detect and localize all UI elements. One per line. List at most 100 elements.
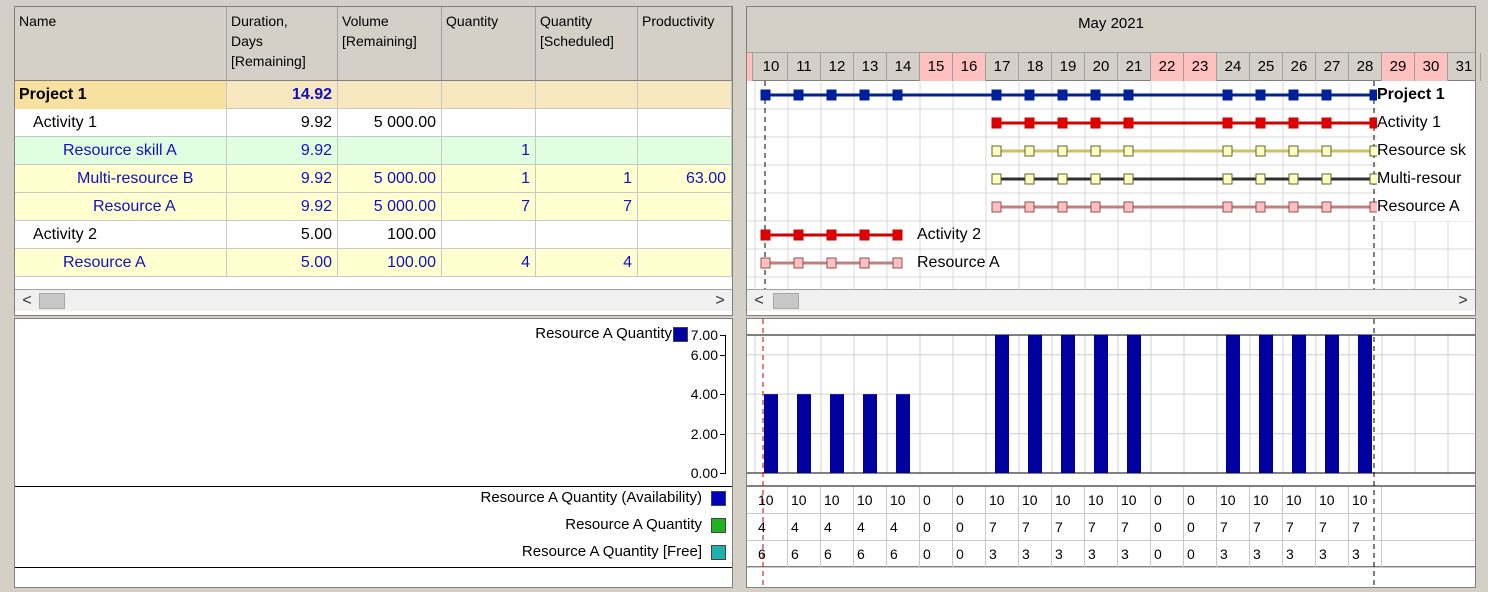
cell-name[interactable]: Activity 2 bbox=[15, 221, 227, 249]
cell-duration[interactable]: 9.92 bbox=[227, 165, 338, 193]
cell-name[interactable]: Resource A bbox=[15, 193, 227, 221]
cell-scheduled[interactable]: 7 bbox=[536, 193, 638, 221]
cell-scheduled[interactable]: 4 bbox=[536, 249, 638, 277]
horizontal-scrollbar[interactable]: < > bbox=[15, 289, 732, 311]
cell-quantity[interactable]: 1 bbox=[442, 137, 536, 165]
table-row[interactable]: Resource skill A 9.92 1 bbox=[15, 137, 732, 165]
day-cell[interactable]: 22 bbox=[1151, 53, 1184, 81]
gantt-marker bbox=[1090, 145, 1101, 157]
col-header-duration[interactable]: Duration, Days [Remaining] bbox=[227, 7, 338, 81]
value-row-label: Resource A Quantity [Free] bbox=[521, 543, 702, 560]
table-row[interactable]: Resource A 9.92 5 000.00 7 7 bbox=[15, 193, 732, 221]
cell-productivity[interactable] bbox=[638, 249, 732, 277]
cell-volume[interactable]: 5 000.00 bbox=[338, 193, 442, 221]
day-cell[interactable]: 13 bbox=[854, 53, 887, 81]
table-row[interactable]: Project 1 14.92 bbox=[15, 81, 732, 109]
gantt-marker bbox=[1024, 173, 1035, 185]
day-cell[interactable]: 26 bbox=[1283, 53, 1316, 81]
cell-name[interactable]: Resource skill A bbox=[15, 137, 227, 165]
cell-quantity[interactable] bbox=[442, 81, 536, 109]
cell-volume[interactable] bbox=[338, 137, 442, 165]
value-cell: 10 bbox=[1283, 487, 1316, 513]
day-cell[interactable]: 15 bbox=[920, 53, 953, 81]
cell-productivity[interactable] bbox=[638, 193, 732, 221]
table-row[interactable]: Activity 1 9.92 5 000.00 bbox=[15, 109, 732, 137]
cell-productivity[interactable] bbox=[638, 137, 732, 165]
day-cell[interactable]: 19 bbox=[1052, 53, 1085, 81]
scroll-left-arrow[interactable]: < bbox=[754, 292, 764, 309]
day-cell[interactable]: 30 bbox=[1415, 53, 1448, 81]
day-cell[interactable]: 29 bbox=[1382, 53, 1415, 81]
day-cell[interactable]: 20 bbox=[1085, 53, 1118, 81]
table-row[interactable]: Activity 2 5.00 100.00 bbox=[15, 221, 732, 249]
day-cell[interactable]: 27 bbox=[1316, 53, 1349, 81]
cell-productivity[interactable] bbox=[638, 81, 732, 109]
cell-duration[interactable]: 9.92 bbox=[227, 137, 338, 165]
cell-quantity[interactable]: 4 bbox=[442, 249, 536, 277]
col-header-scheduled[interactable]: Quantity [Scheduled] bbox=[536, 7, 638, 81]
value-cell: 3 bbox=[986, 541, 1019, 567]
gantt-bars[interactable] bbox=[747, 81, 1475, 289]
gantt-marker bbox=[1255, 173, 1266, 185]
scroll-thumb[interactable] bbox=[773, 293, 799, 309]
cell-duration[interactable]: 9.92 bbox=[227, 109, 338, 137]
cell-scheduled[interactable] bbox=[536, 137, 638, 165]
cell-name[interactable]: Activity 1 bbox=[15, 109, 227, 137]
day-cell[interactable]: 12 bbox=[821, 53, 854, 81]
day-cell[interactable]: 21 bbox=[1118, 53, 1151, 81]
table-row[interactable]: Multi-resource B 9.92 5 000.00 1 1 63.00 bbox=[15, 165, 732, 193]
col-header-volume[interactable]: Volume [Remaining] bbox=[338, 7, 442, 81]
day-cell[interactable]: 18 bbox=[1019, 53, 1052, 81]
cell-quantity[interactable] bbox=[442, 109, 536, 137]
histogram-bar bbox=[1325, 335, 1339, 473]
cell-scheduled[interactable]: 1 bbox=[536, 165, 638, 193]
cell-productivity[interactable] bbox=[638, 109, 732, 137]
col-header-quantity[interactable]: Quantity bbox=[442, 7, 536, 81]
cell-volume[interactable] bbox=[338, 81, 442, 109]
histogram-bar bbox=[1226, 335, 1240, 473]
cell-volume[interactable]: 100.00 bbox=[338, 249, 442, 277]
col-header-productivity[interactable]: Productivity bbox=[638, 7, 732, 81]
day-cell[interactable]: 11 bbox=[788, 53, 821, 81]
cell-quantity[interactable]: 1 bbox=[442, 165, 536, 193]
day-cell[interactable]: 25 bbox=[1250, 53, 1283, 81]
scroll-left-arrow[interactable]: < bbox=[22, 292, 32, 309]
cell-name[interactable]: Multi-resource B bbox=[15, 165, 227, 193]
cell-productivity[interactable]: 63.00 bbox=[638, 165, 732, 193]
gantt-marker bbox=[991, 145, 1002, 157]
day-cell[interactable]: 16 bbox=[953, 53, 986, 81]
day-cell[interactable]: 24 bbox=[1217, 53, 1250, 81]
cell-volume[interactable]: 5 000.00 bbox=[338, 165, 442, 193]
cell-quantity[interactable]: 7 bbox=[442, 193, 536, 221]
day-cell[interactable]: 10 bbox=[755, 53, 788, 81]
scroll-right-arrow[interactable]: > bbox=[715, 292, 725, 309]
chart-legend-swatch bbox=[673, 327, 688, 342]
cell-name[interactable]: Project 1 bbox=[15, 81, 227, 109]
cell-name[interactable]: Resource A bbox=[15, 249, 227, 277]
gantt-marker bbox=[1288, 117, 1299, 129]
cell-duration[interactable]: 5.00 bbox=[227, 249, 338, 277]
cell-quantity[interactable] bbox=[442, 221, 536, 249]
cell-scheduled[interactable] bbox=[536, 109, 638, 137]
day-cell[interactable]: 31 bbox=[1448, 53, 1481, 81]
gantt-horizontal-scrollbar[interactable]: < > bbox=[747, 289, 1475, 311]
cell-volume[interactable]: 100.00 bbox=[338, 221, 442, 249]
table-row[interactable]: Resource A 5.00 100.00 4 4 bbox=[15, 249, 732, 277]
day-cell[interactable]: 23 bbox=[1184, 53, 1217, 81]
day-cell[interactable]: 28 bbox=[1349, 53, 1382, 81]
histogram-bar bbox=[1028, 335, 1042, 473]
cell-scheduled[interactable] bbox=[536, 221, 638, 249]
histogram-bar bbox=[797, 394, 811, 473]
cell-productivity[interactable] bbox=[638, 221, 732, 249]
cell-volume[interactable]: 5 000.00 bbox=[338, 109, 442, 137]
cell-duration[interactable]: 14.92 bbox=[227, 81, 338, 109]
cell-duration[interactable]: 9.92 bbox=[227, 193, 338, 221]
scroll-thumb[interactable] bbox=[39, 293, 65, 309]
value-cell: 4 bbox=[788, 514, 821, 540]
cell-scheduled[interactable] bbox=[536, 81, 638, 109]
col-header-name[interactable]: Name bbox=[15, 7, 227, 81]
day-cell[interactable]: 14 bbox=[887, 53, 920, 81]
scroll-right-arrow[interactable]: > bbox=[1458, 292, 1468, 309]
day-cell[interactable]: 17 bbox=[986, 53, 1019, 81]
cell-duration[interactable]: 5.00 bbox=[227, 221, 338, 249]
